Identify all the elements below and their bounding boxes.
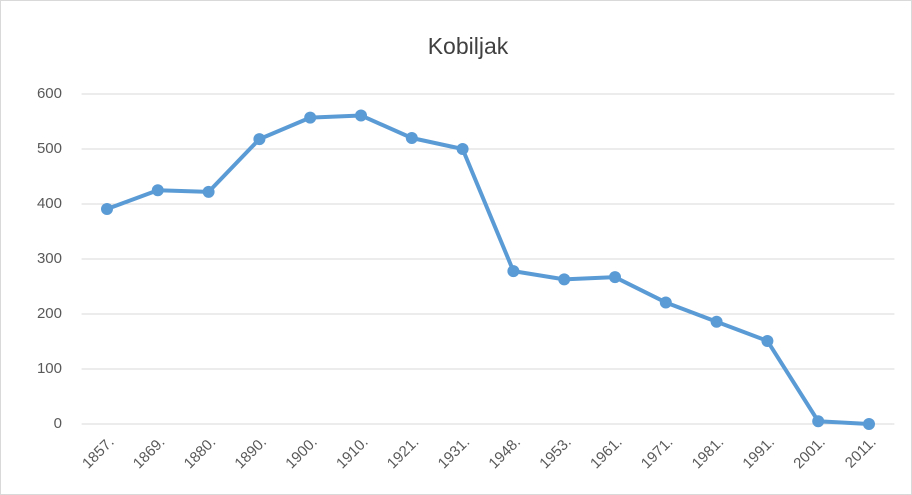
y-tick-label: 500 [37,140,62,157]
marker [253,133,266,146]
marker [710,315,723,328]
marker [304,111,317,124]
y-tick-label: 200 [37,305,62,322]
marker [558,273,571,286]
marker [355,109,367,122]
marker [456,143,469,155]
y-tick-label: 300 [37,250,62,267]
marker [151,184,164,197]
marker [863,418,875,430]
marker [609,271,621,284]
y-tick-label: 400 [37,195,62,212]
line [106,113,870,426]
marker [761,334,774,347]
marker [405,132,418,144]
marker [101,202,113,215]
marker [202,185,215,198]
y-tick-label: 100 [37,360,62,377]
marker [812,415,825,428]
y-tick-label: 600 [37,85,62,102]
chart-title: Kobiljak [428,33,509,59]
marker [507,265,520,278]
y-tick-label: 0 [54,415,62,432]
marker [659,296,672,309]
